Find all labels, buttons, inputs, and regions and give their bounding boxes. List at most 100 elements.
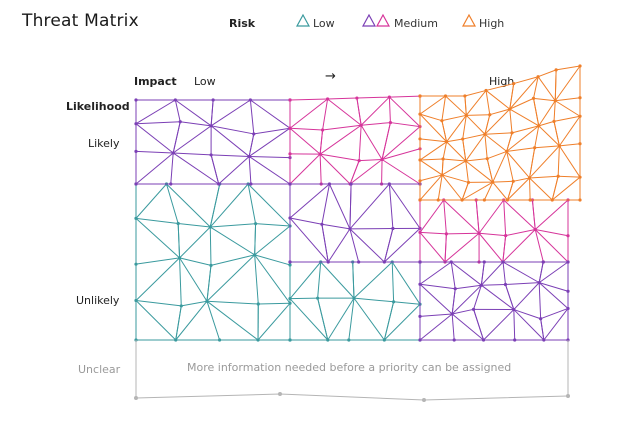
mesh-edge [475,199,480,234]
mesh-edge [553,115,581,122]
mesh-edge [135,121,181,125]
mesh-edge [441,174,463,201]
mesh-node [453,287,457,291]
mesh-node [508,107,512,111]
mesh-edge [393,301,421,305]
mesh-edge [319,124,362,155]
mesh-edge [419,138,447,143]
mesh-node [320,128,325,132]
medium-triangles-icon [361,13,391,27]
mesh-node [171,151,175,155]
mesh-edge [359,158,383,162]
mesh-edge [478,199,505,234]
mesh-node [247,154,251,159]
mesh-node [553,99,557,103]
mesh-edge [210,223,256,228]
mesh-node [325,97,330,101]
mesh-edge [135,217,179,225]
mesh-edge [361,122,391,126]
mesh-edge [481,284,515,310]
mesh-edge [531,199,536,230]
mesh-edge [503,199,536,230]
mesh-edge [247,183,291,227]
mesh-edge [538,282,569,309]
mesh-edge [509,109,513,133]
mesh-node [134,122,138,126]
mesh-edge [135,99,176,125]
mesh-edge [206,300,259,305]
mesh-edge [209,227,212,266]
mesh-edge [538,100,556,127]
mesh-edge [465,90,487,116]
mesh-edge [320,153,360,162]
mesh-edge [360,124,383,160]
mesh-node [288,297,292,301]
mesh-edge [289,261,322,299]
mesh-edge [441,114,467,122]
mesh-edge [533,76,539,99]
mesh-node [288,216,292,220]
mesh-edge [135,183,167,219]
mesh-node [533,227,537,232]
mesh-edge [529,177,531,201]
mesh-edge [254,254,291,266]
unclear-node [278,392,282,396]
mesh-node [488,113,492,117]
mesh-edge [248,127,291,157]
mesh-edge [319,129,324,155]
mesh-edge [388,183,421,229]
mesh-node [134,98,138,102]
mesh-edge [322,124,362,131]
mesh-node [539,317,543,321]
mesh-edge [383,303,421,341]
mesh-edge [481,284,506,286]
mesh-node [440,119,444,123]
mesh-edge [166,183,179,224]
mesh-edge [319,154,322,185]
mesh-edge [484,108,511,135]
mesh-node [550,198,554,202]
mesh-edge [466,114,490,116]
mesh-edge [321,224,329,263]
mesh-node [177,256,182,260]
mesh-node [481,338,486,342]
mesh-node [464,113,468,117]
mesh-node [531,96,536,100]
mesh-edge [513,309,516,341]
mesh-edge [558,115,581,147]
mesh-node [252,132,256,136]
mesh-edge [289,127,323,131]
mesh-edge [502,261,506,285]
mesh-edge [172,125,212,154]
mesh-node [566,289,570,293]
mesh-edge [464,89,487,97]
mesh-edge [511,125,539,134]
mesh-edge [381,148,421,160]
mesh-edge [419,261,452,285]
mesh-edge [172,152,219,185]
mesh-edge [353,261,393,299]
mesh-edge [507,177,530,201]
mesh-node [418,179,422,183]
mesh-node [482,198,486,202]
mesh-edge [442,174,469,183]
mesh-edge [502,229,536,263]
mesh-node [318,152,322,156]
mesh-node [533,146,537,150]
mesh-edge [558,145,581,178]
mesh-edge [327,98,362,126]
mesh-edge [505,228,536,237]
mesh-edge [538,125,560,147]
mesh-node [253,253,257,257]
mesh-edge [485,90,491,115]
mesh-edge [492,151,508,183]
mesh-edge [327,228,351,263]
mesh-edge [450,261,482,286]
mesh-node [217,182,221,186]
mesh-node [357,159,361,163]
mesh-edge [419,159,443,176]
mesh-edge [480,261,504,286]
mesh-edge [419,231,447,235]
mesh-edge [462,115,467,140]
mesh-edge [446,141,467,162]
